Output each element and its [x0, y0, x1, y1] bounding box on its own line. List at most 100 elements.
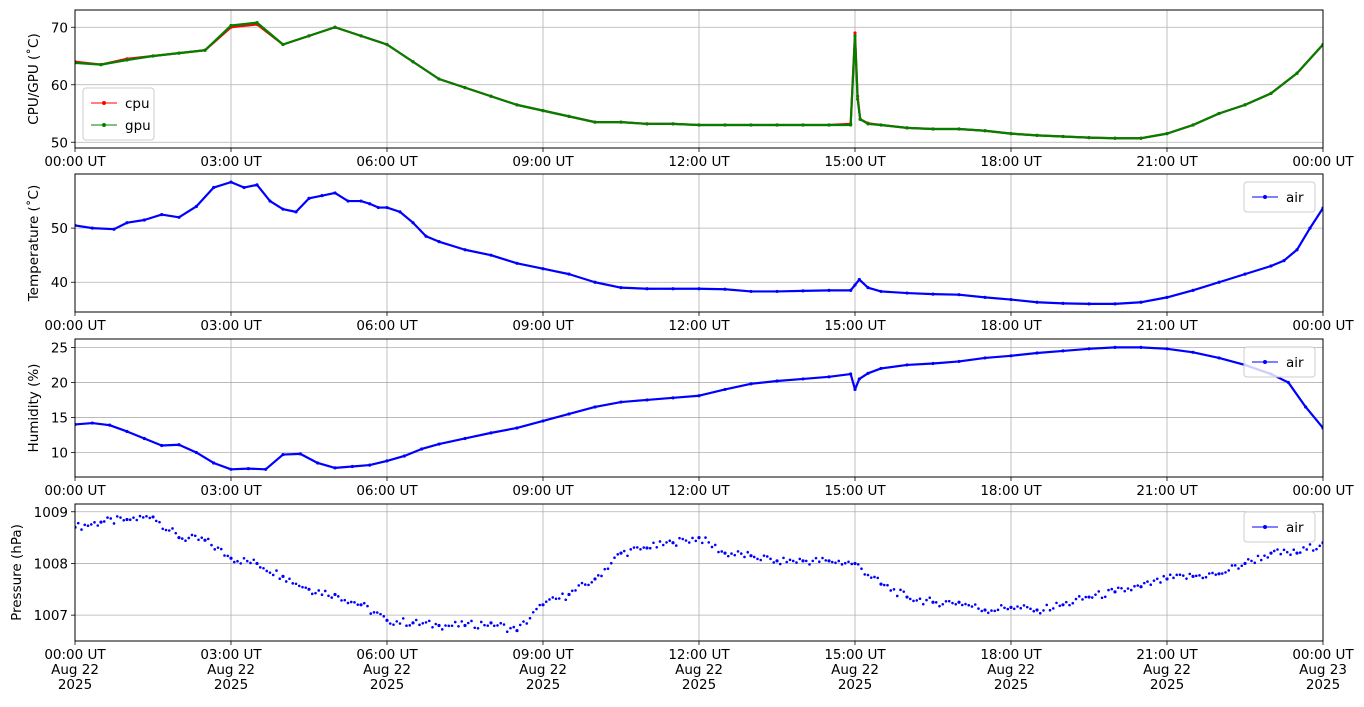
legend: cpu gpu — [82, 87, 155, 141]
x-tick-label: 09:00 UT — [512, 318, 574, 334]
data-point-air — [90, 421, 94, 425]
legend-label-gpu: gpu — [125, 118, 151, 134]
data-point-air — [1272, 549, 1276, 553]
legend-box — [82, 87, 155, 141]
data-point-air — [122, 519, 126, 522]
y-tick-label: 40 — [51, 275, 68, 291]
data-point-gpu — [671, 122, 675, 126]
data-point-air — [1191, 350, 1195, 354]
data-point-air — [726, 554, 730, 558]
panels: 00:00 UT 03:00 UT 06:00 UT 09:00 UT 12:00 UT… — [9, 9, 1354, 693]
data-point-air — [931, 361, 935, 366]
data-point-air — [171, 527, 174, 530]
data-point-air — [580, 581, 584, 585]
data-point-air — [1266, 556, 1270, 559]
data-point-air — [200, 536, 204, 539]
y-axis-label: Pressure (hPa) — [9, 524, 25, 621]
data-point-air — [1071, 601, 1075, 605]
data-point-air — [333, 191, 337, 195]
data-point-air — [1019, 606, 1023, 610]
data-point-air — [447, 624, 451, 628]
data-point-air — [1155, 577, 1159, 581]
data-point-air — [1055, 601, 1058, 605]
data-point-air — [892, 588, 896, 591]
data-point-gpu — [1087, 136, 1091, 140]
data-point-air — [1217, 572, 1221, 576]
data-point-air — [434, 622, 438, 626]
data-point-gpu — [229, 23, 233, 28]
data-point-air — [281, 452, 285, 457]
data-point-air — [304, 586, 308, 589]
data-point-air — [723, 551, 727, 555]
data-point-air — [437, 442, 441, 446]
data-point-air — [834, 561, 837, 565]
data-point-air — [450, 624, 454, 628]
data-point-gpu — [593, 120, 597, 124]
data-point-gpu — [489, 94, 493, 98]
data-point-air — [242, 185, 246, 190]
data-point-air — [255, 183, 259, 187]
data-point-air — [1285, 550, 1289, 554]
data-point-air — [905, 363, 909, 367]
data-point-air — [346, 199, 350, 203]
data-point-air — [931, 600, 935, 604]
data-point-air — [197, 538, 200, 542]
data-point-air — [567, 272, 571, 276]
data-point-air — [437, 240, 441, 244]
data-point-air — [1081, 598, 1084, 601]
data-point-air — [918, 597, 922, 600]
data-point-air — [1292, 548, 1296, 552]
data-point-air — [931, 292, 935, 296]
data-point-air — [128, 518, 132, 522]
data-point-air — [801, 289, 805, 293]
panel-1: 00:00 UT 03:00 UT 06:00 UT 09:00 UT 12:00 UT… — [25, 173, 1354, 334]
data-point-air — [1003, 606, 1006, 610]
data-point-air — [1191, 288, 1195, 292]
x-tick-label: 00:00 UT Aug 23 2025 — [1292, 647, 1354, 693]
data-point-gpu — [99, 63, 103, 67]
data-point-air — [323, 589, 327, 593]
data-point-air — [934, 601, 938, 604]
data-point-air — [1188, 572, 1192, 576]
data-point-air — [996, 608, 1000, 612]
data-point-gpu — [385, 42, 389, 47]
data-point-air — [80, 528, 83, 531]
legend-box — [1243, 346, 1316, 378]
x-tick-label: 06:00 UT — [356, 483, 418, 499]
data-point-air — [687, 541, 691, 544]
data-point-air — [1289, 553, 1292, 557]
data-point-air — [723, 287, 727, 291]
data-point-air — [925, 598, 928, 602]
data-point-air — [512, 625, 516, 629]
legend-label-air: air — [1286, 190, 1304, 206]
data-point-air — [314, 591, 317, 595]
data-point-air — [626, 554, 629, 558]
data-point-air — [102, 520, 106, 523]
data-point-air — [1061, 603, 1065, 607]
data-point-gpu — [858, 117, 862, 121]
data-point-air — [327, 594, 330, 598]
data-point-air — [268, 571, 272, 574]
data-point-air — [1009, 605, 1013, 609]
data-point-air — [879, 582, 883, 586]
data-point-air — [245, 559, 249, 563]
x-tick-label: 15:00 UT Aug 22 2025 — [824, 647, 886, 693]
data-point-air — [915, 599, 919, 602]
data-point-air — [710, 545, 714, 549]
data-point-air — [1107, 588, 1110, 592]
data-point-air — [515, 426, 519, 430]
data-point-air — [876, 576, 880, 580]
data-point-gpu — [255, 21, 259, 25]
data-point-air — [671, 287, 675, 291]
data-point-gpu — [1191, 123, 1195, 127]
data-point-air — [1077, 595, 1081, 598]
data-point-air — [541, 603, 545, 607]
data-point-air — [395, 620, 399, 623]
data-point-air — [239, 562, 243, 565]
data-point-air — [470, 619, 473, 623]
data-point-gpu — [125, 58, 129, 62]
data-point-air — [1029, 607, 1032, 611]
data-point-air — [193, 534, 197, 538]
data-point-air — [109, 517, 113, 520]
data-point-air — [424, 621, 428, 624]
